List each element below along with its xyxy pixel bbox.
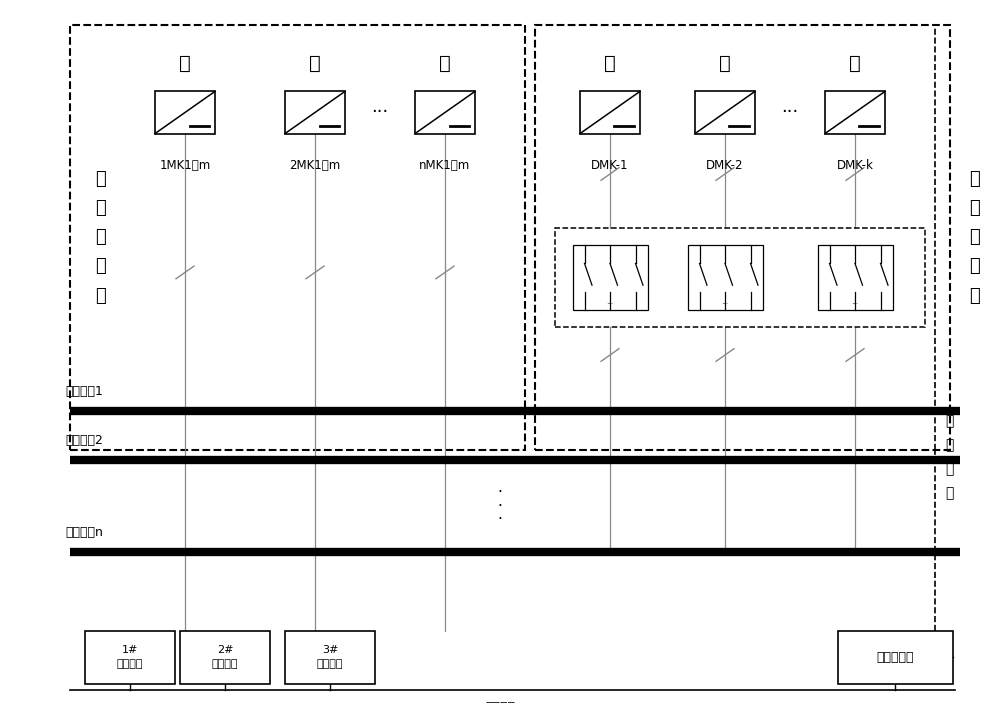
Text: ···: ··· bbox=[371, 103, 389, 122]
Text: 切
换
控
制: 切 换 控 制 bbox=[945, 414, 953, 500]
Text: 通讯总线n: 通讯总线n bbox=[65, 526, 103, 538]
Bar bbox=[838, 631, 952, 683]
Bar bbox=[85, 631, 175, 683]
Bar bbox=[688, 245, 763, 310]
Text: 2MK1～m: 2MK1～m bbox=[289, 159, 341, 172]
Text: ...: ... bbox=[851, 297, 859, 306]
Bar bbox=[818, 245, 893, 310]
Bar bbox=[535, 25, 950, 450]
Text: DMK-1: DMK-1 bbox=[591, 159, 629, 172]
Bar bbox=[580, 91, 640, 134]
Text: ～: ～ bbox=[179, 53, 191, 73]
Text: ～: ～ bbox=[849, 53, 861, 73]
Bar bbox=[180, 631, 270, 683]
Text: 矩阵控制器: 矩阵控制器 bbox=[876, 651, 914, 664]
Text: 3#
充电终端: 3# 充电终端 bbox=[317, 645, 343, 669]
Text: 通讯总线: 通讯总线 bbox=[485, 702, 515, 703]
Bar bbox=[285, 91, 345, 134]
Text: 1#
充电终端: 1# 充电终端 bbox=[117, 645, 143, 669]
Bar bbox=[572, 245, 648, 310]
Bar bbox=[415, 91, 475, 134]
Bar bbox=[70, 25, 525, 450]
Text: 动
态
功
率
区: 动 态 功 率 区 bbox=[970, 170, 980, 304]
Text: ·
·
·: · · · bbox=[498, 486, 502, 527]
Bar bbox=[825, 91, 885, 134]
Text: ～: ～ bbox=[439, 53, 451, 73]
Text: ～: ～ bbox=[604, 53, 616, 73]
Text: ...: ... bbox=[606, 297, 614, 306]
Text: ～: ～ bbox=[719, 53, 731, 73]
Text: 通讯总线2: 通讯总线2 bbox=[65, 434, 103, 447]
Bar bbox=[695, 91, 755, 134]
Text: ···: ··· bbox=[781, 103, 799, 122]
Bar bbox=[155, 91, 215, 134]
Text: ...: ... bbox=[721, 297, 729, 306]
Bar bbox=[555, 228, 925, 327]
Text: ～: ～ bbox=[309, 53, 321, 73]
Bar bbox=[285, 631, 375, 683]
Text: nMK1～m: nMK1～m bbox=[419, 159, 471, 172]
Text: 通讯总线1: 通讯总线1 bbox=[65, 385, 103, 398]
Text: DMK-k: DMK-k bbox=[837, 159, 873, 172]
Text: 1MK1～m: 1MK1～m bbox=[159, 159, 211, 172]
Text: DMK-2: DMK-2 bbox=[706, 159, 744, 172]
Text: 2#
充电终端: 2# 充电终端 bbox=[212, 645, 238, 669]
Text: 固
定
功
率
区: 固 定 功 率 区 bbox=[95, 170, 105, 304]
